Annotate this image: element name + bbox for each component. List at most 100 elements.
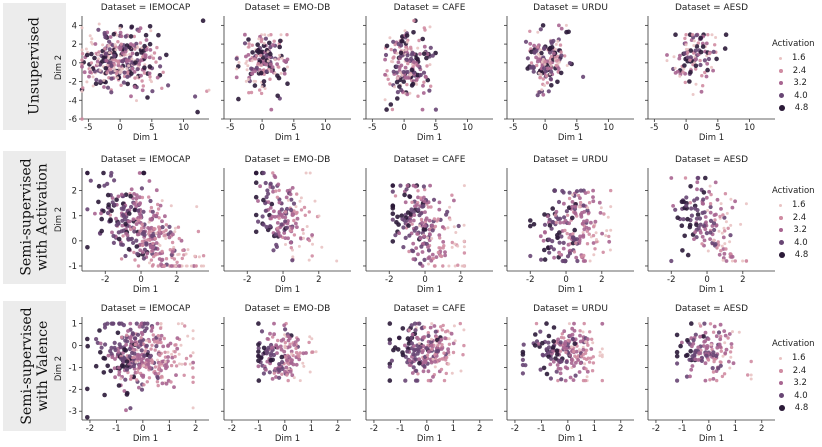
data-point: [155, 321, 160, 326]
data-point: [571, 378, 576, 382]
data-point: [149, 205, 154, 210]
data-point: [96, 53, 100, 56]
data-point: [675, 69, 680, 74]
data-point: [123, 49, 128, 54]
data-point: [279, 347, 284, 352]
data-point: [456, 263, 460, 267]
data-point: [263, 208, 268, 213]
data-point: [80, 52, 85, 56]
data-point: [716, 243, 721, 247]
data-point: [462, 184, 466, 188]
data-point: [263, 180, 268, 186]
data-point: [585, 218, 589, 223]
data-point: [723, 333, 728, 338]
data-point: [272, 174, 277, 178]
data-point: [156, 334, 161, 338]
data-point: [405, 183, 410, 188]
data-point: [152, 51, 157, 55]
x-axis-label: Dim 1: [699, 285, 724, 295]
data-point: [128, 52, 132, 56]
data-point: [569, 358, 574, 362]
data-point: [395, 51, 399, 55]
legend-marker: [779, 252, 785, 259]
data-point: [153, 348, 157, 352]
y-axis-label: Dim 2: [54, 356, 64, 381]
data-point: [136, 370, 140, 374]
data-point: [266, 191, 271, 196]
data-point: [264, 69, 269, 74]
x-tick-label: 2: [458, 275, 463, 285]
data-point: [267, 370, 272, 375]
data-point: [259, 91, 264, 96]
data-point: [386, 77, 390, 82]
data-point: [689, 321, 694, 326]
data-point: [139, 387, 145, 392]
y-tick-label: 0: [72, 341, 77, 351]
data-point: [543, 62, 547, 66]
data-point: [557, 252, 562, 256]
data-point: [447, 337, 451, 341]
data-point: [138, 229, 142, 233]
data-point: [694, 216, 700, 221]
data-point: [714, 56, 719, 62]
data-point: [176, 225, 181, 229]
data-point: [420, 350, 425, 355]
data-point: [388, 82, 392, 86]
data-point: [128, 406, 133, 411]
data-point: [125, 74, 130, 79]
data-point: [556, 378, 560, 383]
data-point: [256, 342, 261, 347]
data-point: [593, 219, 598, 224]
data-point: [250, 71, 255, 76]
data-point: [704, 195, 709, 200]
data-point: [129, 187, 134, 192]
data-point: [173, 230, 177, 234]
data-point: [564, 359, 569, 365]
data-point: [520, 349, 526, 355]
data-point: [397, 65, 402, 70]
data-point: [143, 349, 147, 353]
data-point: [528, 41, 533, 46]
data-point: [419, 196, 423, 200]
data-point: [110, 355, 115, 360]
data-point: [277, 57, 281, 61]
data-point: [158, 326, 163, 330]
data-point: [687, 222, 693, 228]
legend-marker: [779, 105, 785, 112]
data-point: [541, 57, 545, 61]
data-point: [290, 226, 294, 230]
data-point: [551, 348, 555, 353]
data-point: [440, 343, 444, 347]
data-point: [423, 187, 427, 192]
y-axis-label: Dim 2: [54, 207, 64, 232]
data-point: [716, 240, 720, 244]
data-point: [689, 206, 694, 211]
legend-item: 4.8: [772, 402, 815, 415]
data-point: [696, 41, 700, 45]
data-point: [390, 211, 396, 216]
data-point: [307, 238, 312, 243]
data-point: [567, 61, 573, 66]
data-point: [549, 83, 554, 88]
data-point: [433, 224, 438, 229]
data-point: [142, 321, 147, 326]
data-point: [542, 247, 547, 253]
data-point: [578, 234, 582, 239]
x-tick-label: 5: [715, 123, 720, 133]
data-point: [174, 264, 178, 268]
data-point: [591, 361, 596, 365]
data-point: [673, 66, 677, 70]
x-axis-label: Dim 1: [275, 434, 300, 444]
data-point: [559, 53, 564, 58]
data-point: [560, 258, 565, 264]
data-point: [715, 197, 720, 202]
data-point: [301, 361, 305, 365]
data-point: [711, 221, 717, 226]
data-point: [528, 218, 533, 223]
data-point: [684, 195, 689, 200]
data-point: [384, 43, 390, 49]
data-point: [147, 195, 151, 199]
data-point: [156, 358, 159, 362]
data-point: [712, 238, 715, 242]
data-point: [154, 60, 158, 64]
